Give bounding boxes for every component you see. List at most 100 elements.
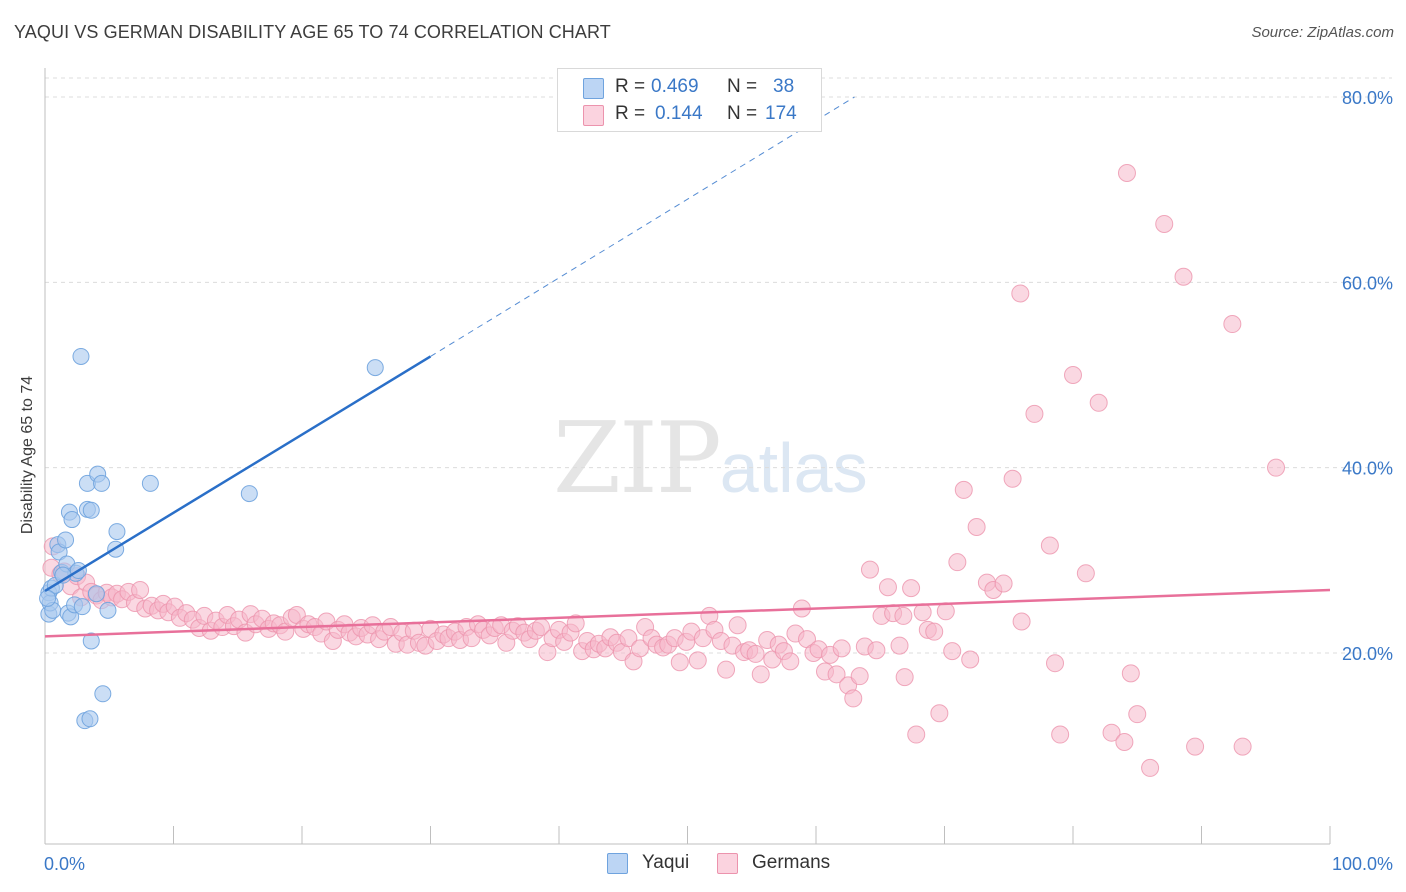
germans-point (1040, 536, 1059, 555)
y-tick-label: 40.0% (1342, 459, 1393, 479)
germans-point (895, 668, 914, 687)
legend-r-label: R = (615, 76, 646, 97)
y-axis-label: Disability Age 65 to 74 (19, 375, 36, 535)
germans-point (948, 553, 967, 572)
yaqui-point (141, 474, 159, 492)
germans-point (930, 704, 949, 723)
trend-lines (44, 96, 1331, 638)
germans-point (844, 689, 863, 708)
legend-r-label: R = (615, 103, 646, 124)
germans-point (943, 642, 962, 661)
germans-point (907, 725, 926, 744)
germans-point (1186, 737, 1205, 756)
germans-point (630, 639, 649, 658)
legend-r-value: 0.469 (651, 76, 699, 97)
germans-point (1051, 725, 1070, 744)
germans-points (42, 163, 1286, 777)
yaqui-point (81, 710, 99, 728)
germans-point (878, 578, 897, 597)
legend-n-value: 38 (773, 76, 795, 97)
grid-lines (45, 77, 1392, 654)
germans-point (1233, 737, 1252, 756)
germans-point (1141, 758, 1160, 777)
germans-point (1128, 705, 1147, 724)
germans-point (746, 644, 765, 663)
yaqui-point (108, 523, 126, 541)
germans-point (967, 517, 986, 536)
yaqui-point (72, 347, 90, 365)
y-tick-label: 80.0% (1342, 88, 1393, 108)
x-tick-label: 100.0% (1332, 854, 1393, 874)
germans-point (1117, 163, 1136, 182)
germans-point (728, 616, 747, 635)
germans-point (850, 667, 869, 686)
germans-point (619, 629, 638, 648)
germans-point (1267, 458, 1286, 477)
germans-point (832, 639, 851, 658)
yaqui-point (82, 501, 100, 519)
correlation-legend: R = 0.469 N = 38 R = 0.144 N = 174 (557, 68, 822, 132)
germans-point (717, 660, 736, 679)
yaqui-points (39, 347, 384, 730)
germans-trend-line (44, 588, 1331, 638)
legend-swatch-germans (583, 105, 604, 126)
legend-n-value: 174 (765, 103, 797, 124)
source-label: Source: ZipAtlas.com (1251, 24, 1394, 41)
germans-point (751, 665, 770, 684)
germans-point (781, 652, 800, 671)
germans-point (1102, 723, 1121, 742)
germans-point (1025, 404, 1044, 423)
germans-point (1012, 612, 1031, 631)
yaqui-point (94, 685, 112, 703)
legend-n-label: N = (727, 76, 758, 97)
germans-point (1121, 664, 1140, 683)
watermark: ZIPatlas (553, 402, 868, 516)
germans-point (1011, 284, 1030, 303)
yaqui-point (39, 589, 57, 607)
x-tick-label: 0.0% (44, 854, 85, 874)
yaqui-point (366, 359, 384, 377)
germans-point (1115, 732, 1134, 751)
germans-point (961, 650, 980, 669)
axes (44, 68, 1331, 845)
germans-point (670, 653, 689, 672)
yaqui-point (99, 601, 117, 619)
germans-point (1155, 214, 1174, 233)
yaqui-point (57, 531, 75, 549)
legend-swatch-yaqui (583, 78, 604, 99)
germans-point (1174, 267, 1193, 286)
germans-point (1089, 393, 1108, 412)
germans-point (1046, 654, 1065, 673)
germans-point (913, 603, 932, 622)
bottom-swatch-germans (717, 853, 738, 874)
germans-point (1064, 366, 1082, 384)
yaqui-trend-line (44, 355, 432, 592)
bottom-label-yaqui: Yaqui (642, 852, 690, 873)
yaqui-point (87, 585, 105, 603)
tick-labels: 20.0% 40.0% 60.0% 80.0% 0.0% 100.0% (44, 88, 1393, 874)
germans-point (860, 560, 879, 579)
y-tick-label: 20.0% (1342, 644, 1393, 664)
yaqui-point (82, 632, 100, 650)
germans-point (688, 651, 707, 670)
germans-point (994, 574, 1013, 593)
germans-point (954, 480, 973, 499)
bottom-swatch-yaqui (607, 853, 628, 874)
y-tick-label: 60.0% (1342, 273, 1393, 293)
yaqui-point (93, 474, 111, 492)
germans-point (566, 614, 585, 633)
watermark-zip: ZIP (553, 402, 722, 516)
germans-point (1223, 315, 1242, 334)
germans-point (1076, 564, 1095, 583)
germans-point (925, 622, 944, 641)
germans-point (902, 579, 921, 598)
germans-point (890, 636, 909, 655)
yaqui-point (73, 598, 91, 616)
legend-r-value: 0.144 (655, 103, 703, 124)
yaqui-point (240, 485, 258, 503)
legend-n-label: N = (727, 103, 758, 124)
yaqui-trend-extension (430, 96, 855, 357)
germans-point (131, 580, 150, 599)
germans-point (936, 602, 955, 621)
